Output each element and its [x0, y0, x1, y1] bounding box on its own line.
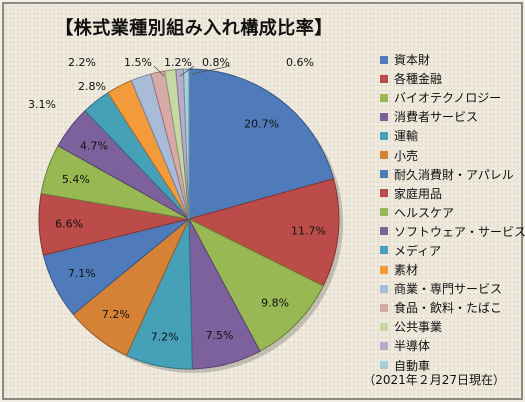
legend: 資本財各種金融バイオテクノロジー 消費者サービス 運輸小売耐久消費財・アパレル 家庭用…: [380, 50, 525, 375]
legend-item: 半導体: [380, 336, 525, 355]
chart-title: 【株式業種別組み入れ構成比率】: [55, 18, 333, 39]
slice-label: 0.6%: [286, 56, 314, 69]
legend-label: メディア: [394, 243, 442, 258]
legend-label: 食品・飲料・たばこ: [394, 301, 503, 316]
legend-label: 小売: [394, 148, 419, 163]
legend-label: 各種金融: [394, 72, 443, 87]
legend-swatch: [380, 284, 388, 293]
legend-swatch: [380, 341, 388, 350]
legend-swatch: [380, 265, 388, 274]
legend-item: 自動車: [380, 356, 525, 375]
leader-line: [191, 65, 231, 75]
legend-swatch: [380, 170, 388, 179]
pie-slice: [182, 68, 190, 220]
legend-label: バイオテクノロジー: [394, 91, 502, 106]
leader-line: [153, 65, 165, 77]
slice-label: 7.2%: [102, 308, 130, 321]
legend-item: 運輸: [380, 126, 525, 145]
legend-item: 耐久消費財・アパレル: [380, 165, 525, 184]
legend-swatch: [380, 246, 388, 255]
legend-swatch: [380, 303, 388, 312]
legend-item: 資本財: [380, 50, 525, 69]
legend-swatch: [380, 208, 388, 217]
legend-label: 自動車: [394, 358, 431, 373]
slice-label: 3.1%: [28, 98, 56, 111]
slice-label: 7.5%: [206, 329, 234, 342]
legend-swatch: [380, 227, 388, 236]
legend-swatch: [380, 55, 388, 64]
legend-swatch: [380, 112, 388, 121]
legend-label: 運輸: [394, 129, 419, 144]
legend-label: 素材: [394, 263, 419, 278]
legend-item: 素材: [380, 260, 525, 279]
legend-label: 半導体: [394, 339, 431, 354]
slice-label: 4.7%: [80, 140, 108, 153]
legend-swatch: [380, 131, 388, 140]
legend-swatch: [380, 189, 388, 198]
legend-item: バイオテクノロジー: [380, 88, 525, 107]
slice-label: 0.8%: [202, 56, 230, 69]
slice-label: 7.1%: [68, 267, 96, 280]
legend-item: 食品・飲料・たばこ: [380, 298, 525, 317]
slice-label: 2.2%: [68, 56, 96, 69]
legend-item: 公共事業: [380, 317, 525, 336]
pie-slice: [187, 217, 324, 352]
slice-label: 9.8%: [261, 297, 289, 310]
legend-label: 消費者サービス: [394, 110, 479, 125]
legend-label: ソフトウェア・サービス: [394, 224, 525, 239]
legend-label: ヘルスケア: [394, 205, 455, 220]
legend-item: メディア: [380, 241, 525, 260]
date-footnote: （2021年２月27日現在）: [363, 373, 505, 387]
legend-swatch: [380, 322, 388, 331]
slice-label: 11.7%: [291, 224, 326, 237]
legend-label: 資本財: [394, 53, 431, 68]
slice-label: 2.8%: [78, 80, 106, 93]
slice-label: 7.2%: [151, 331, 179, 344]
slice-label: 5.4%: [62, 173, 90, 186]
pie-slice: [187, 178, 340, 287]
slice-label: 1.5%: [124, 56, 152, 69]
legend-item: 消費者サービス: [380, 107, 525, 126]
legend-swatch: [380, 151, 388, 160]
legend-item: 各種金融: [380, 69, 525, 88]
legend-swatch: [380, 74, 388, 83]
legend-item: ヘルスケア: [380, 203, 525, 222]
slice-label: 6.6%: [55, 217, 83, 230]
legend-item: 商業・専門サービス: [380, 279, 525, 298]
leader-line: [179, 65, 195, 77]
slice-label: 1.2%: [164, 56, 192, 69]
legend-label: 公共事業: [394, 320, 443, 335]
legend-label: 耐久消費財・アパレル: [394, 167, 514, 182]
legend-swatch: [380, 93, 388, 102]
legend-item: 小売: [380, 145, 525, 164]
slice-label: 20.7%: [244, 117, 279, 130]
legend-label: 家庭用品: [394, 186, 443, 201]
pie-chart: 20.7% 11.7% 9.8% 7.5% 7.2% 7.2% 7.1% 6.6% 5.4% 4.…: [28, 56, 343, 373]
legend-label: 商業・専門サービス: [394, 282, 503, 297]
legend-item: ソフトウェア・サービス: [380, 222, 525, 241]
legend-swatch: [380, 361, 388, 370]
legend-item: 家庭用品: [380, 184, 525, 203]
